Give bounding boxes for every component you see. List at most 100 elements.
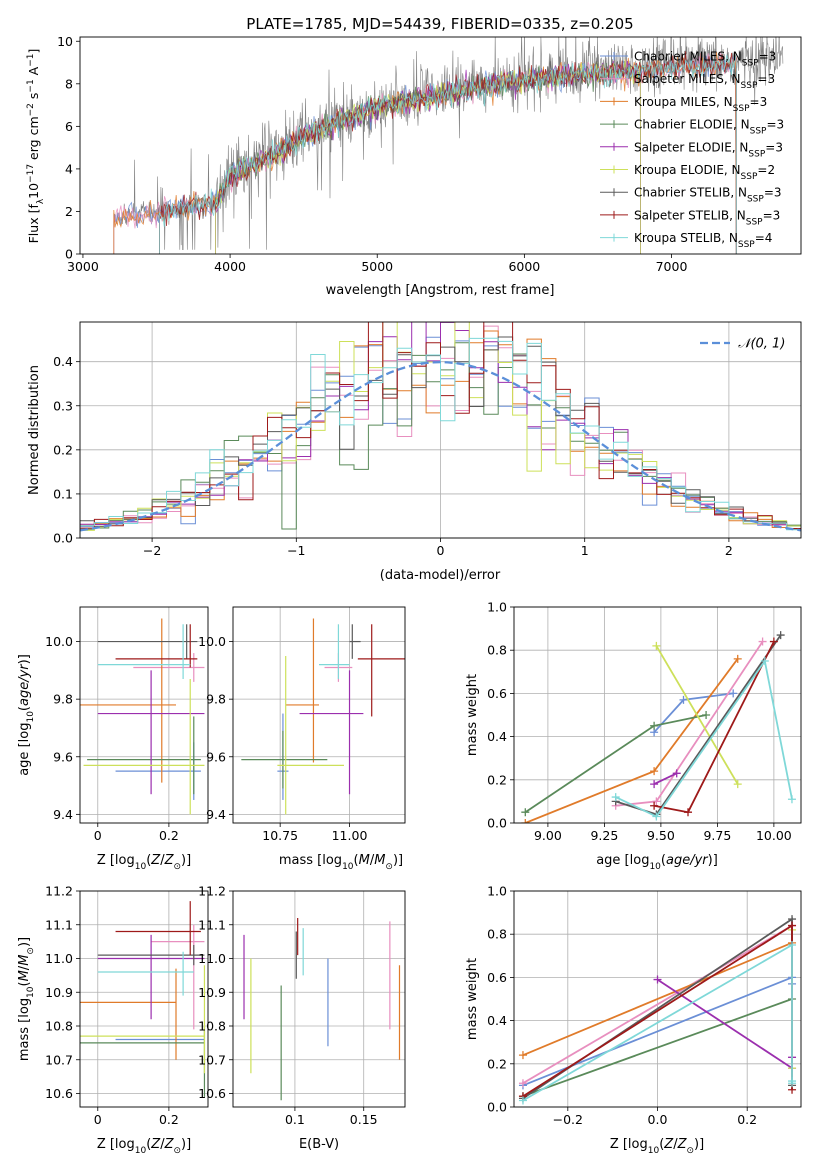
- point-marker: [733, 780, 742, 789]
- y-tick-label: 6: [65, 119, 73, 134]
- series-line: [615, 634, 782, 816]
- point-marker: [518, 1079, 527, 1088]
- errorbar-kroupa-miles: [285, 618, 319, 763]
- point-marker: [518, 1096, 527, 1105]
- axes-frame: [79, 606, 209, 824]
- y-tick-label: 8: [65, 76, 73, 91]
- errorbar-salpeter-elodie: [299, 670, 364, 795]
- errorbar-kroupa-stelib: [97, 624, 191, 679]
- age-vs-mass-panel: 10.75 11.00 9.4 9.6 9.8 10.0 mass [log10(M/M⊙)…: [198, 606, 406, 872]
- mass-vs-ebv-panel: 0.1 0.15 10.6 10.7 10.8 10.9 11.0 11.1 11.2 E(B-V…: [198, 884, 406, 1152]
- series-line: [522, 924, 793, 1084]
- y-tick-label: 10.0: [45, 634, 73, 649]
- x-axis-label: Z [log10(Z/Z⊙)]: [610, 1137, 704, 1156]
- point-marker: [611, 793, 620, 802]
- x-tick-label: 4000: [214, 259, 246, 274]
- y-tick-label: 9.8: [53, 692, 73, 707]
- errorbar-kroupa-elodie: [83, 679, 205, 815]
- figure-title: PLATE=1785, MJD=54439, FIBERID=0335, z=0…: [246, 15, 633, 33]
- y-tick-label: 9.4: [206, 807, 226, 822]
- axes-frame: [79, 36, 802, 255]
- x-axis-label: Z [log10(Z/Z⊙)]: [97, 853, 191, 872]
- y-tick-label: 10.7: [198, 1052, 226, 1067]
- point-marker: [672, 769, 681, 778]
- legend-label: Chabrier ELODIE, NSSP=3: [634, 118, 784, 137]
- errorbar-salpeter-stelib: [115, 901, 201, 956]
- y-tick-label: 0.4: [53, 354, 73, 369]
- errorbar-kroupa-stelib: [319, 624, 350, 679]
- axes-frame: [232, 890, 406, 1108]
- plot-area: [113, 37, 784, 254]
- x-tick-label: 9.00: [534, 828, 562, 843]
- x-tick-label: 6000: [508, 259, 540, 274]
- x-axis-label: Z [log10(Z/Z⊙)]: [97, 1137, 191, 1156]
- point-marker: [652, 812, 661, 821]
- errorbar-chabrier-elodie: [241, 730, 328, 789]
- series-line: [655, 645, 739, 785]
- x-tick-label: 9.50: [647, 828, 675, 843]
- plot-area: [241, 618, 405, 815]
- errorbar-salpeter-miles: [151, 924, 205, 1030]
- age-vs-metallicity-panel: 0 0.2 9.4 9.6 9.8 10.0 Z [log10(Z/Z⊙)] age [log…: [17, 606, 209, 872]
- x-tick-label: 0: [437, 543, 445, 558]
- mass-weight-vs-age-panel: 9.00 9.25 9.50 9.75 10.00 0.0 0.2 0.4 0.6 0.8 1.0 m…: [465, 600, 802, 872]
- errorbar-chabrier-stelib: [97, 624, 198, 659]
- legend-label: Kroupa MILES, NSSP=3: [634, 95, 767, 114]
- legend-label: Chabrier MILES, NSSP=3: [634, 50, 776, 69]
- point-marker: [729, 689, 738, 698]
- y-tick-label: 0.0: [487, 1100, 507, 1115]
- errorbar-salpeter-stelib: [115, 624, 198, 668]
- point-marker: [788, 941, 797, 949]
- x-tick-label: 0.2: [159, 1112, 179, 1127]
- x-axis-label: age [log10(age/yr)]: [596, 853, 718, 872]
- plot-area: [80, 901, 206, 1097]
- spectrum-legend: Chabrier MILES, NSSP=3 Salpeter MILES, NS…: [600, 50, 784, 250]
- x-axis-label: wavelength [Angstrom, rest frame]: [326, 283, 555, 298]
- plot-area: [518, 915, 797, 1105]
- point-marker: [776, 631, 785, 640]
- point-marker: [788, 921, 797, 930]
- y-tick-label: 1.0: [487, 884, 507, 899]
- point-marker: [650, 767, 659, 776]
- legend-label: Salpeter STELIB, NSSP=3: [634, 208, 780, 227]
- plot-area: [521, 631, 796, 823]
- x-tick-label: 0.2: [159, 828, 179, 843]
- point-marker: [733, 654, 742, 663]
- x-tick-label: 7000: [656, 259, 688, 274]
- x-tick-label: 0: [94, 1112, 102, 1127]
- x-tick-label: 9.75: [703, 828, 731, 843]
- point-marker: [650, 721, 659, 730]
- legend-normal-label: 𝒩(0, 1): [738, 337, 785, 352]
- y-tick-label: 10: [57, 34, 73, 49]
- point-marker: [760, 657, 769, 665]
- point-marker: [652, 641, 661, 650]
- legend-label: Salpeter ELODIE, NSSP=3: [634, 140, 783, 159]
- axes-frame: [513, 606, 802, 824]
- x-tick-label: −0.2: [553, 1112, 583, 1127]
- y-axis-label: mass [log10(M/M⊙)]: [17, 937, 36, 1061]
- series-line: [653, 692, 734, 733]
- normal-curve: [80, 360, 801, 532]
- axes-frame: [232, 606, 406, 824]
- legend-label: Chabrier STELIB, NSSP=3: [634, 186, 782, 205]
- y-tick-label: 0.0: [487, 816, 507, 831]
- point-marker: [650, 780, 659, 789]
- histogram-kroupa-stelib: [80, 337, 801, 538]
- series-line: [653, 641, 775, 814]
- series-salpeter-stelib: [650, 637, 778, 817]
- series-line: [522, 941, 793, 1057]
- y-axis-label: Normed distribution: [27, 365, 42, 495]
- y-tick-label: 9.6: [206, 749, 226, 764]
- y-axis-label: age [log10(age/yr)]: [17, 654, 36, 776]
- y-axis-label: mass weight: [465, 674, 480, 756]
- errorbar-salpeter-elodie: [97, 670, 205, 795]
- y-tick-label: 0.8: [487, 643, 507, 658]
- x-tick-label: 0.0: [648, 1112, 668, 1127]
- x-tick-label: 9.25: [590, 828, 618, 843]
- y-tick-label: 0.2: [487, 1056, 507, 1071]
- point-marker: [769, 637, 778, 646]
- y-tick-label: 11.2: [45, 884, 73, 899]
- residual-histogram-panel: −2 −1 0 1 2 0.0 0.1 0.2 0.3 0.4 𝒩(0, 1) (data-model…: [27, 321, 802, 583]
- x-tick-label: 3000: [67, 259, 99, 274]
